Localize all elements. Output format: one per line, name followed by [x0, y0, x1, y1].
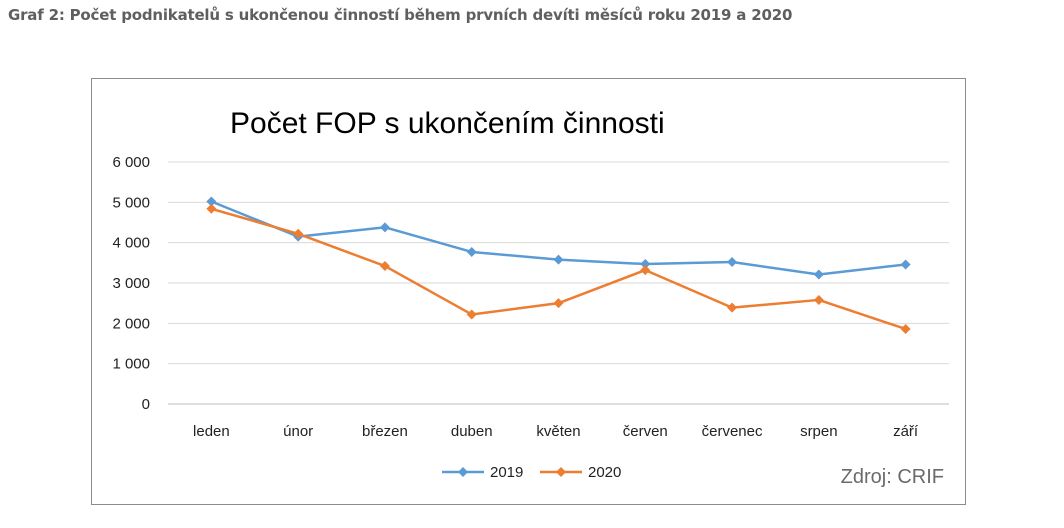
figure-caption: Graf 2: Počet podnikatelů s ukončenou či… [8, 6, 793, 24]
line-chart: Počet FOP s ukončením činnosti 0 1 000 2 0… [112, 107, 949, 488]
series-group [206, 196, 911, 334]
y-axis: 0 1 000 2 000 3 000 4 000 5 000 6 000 [112, 154, 150, 413]
data-point-2019 [379, 222, 390, 233]
series-2019 [206, 196, 911, 280]
y-tick-label: 3 000 [112, 275, 150, 292]
data-point-2019 [640, 259, 651, 270]
source-note: Zdroj: CRIF [841, 466, 944, 488]
legend: 2019 2020 [442, 464, 621, 481]
x-axis: leden únor březen duben květen červen červenec… [193, 423, 919, 440]
data-point-2020 [206, 203, 217, 214]
gridlines [168, 161, 949, 405]
x-tick-label: leden [193, 423, 230, 440]
data-point-2020 [813, 294, 824, 305]
y-tick-label: 2 000 [112, 315, 150, 332]
x-tick-label: duben [451, 423, 493, 440]
x-tick-label: květen [536, 423, 580, 440]
legend-item-2019: 2019 [442, 464, 523, 481]
legend-label: 2019 [490, 464, 523, 481]
x-tick-label: srpen [800, 423, 838, 440]
data-point-2020 [379, 261, 390, 272]
data-point-2020 [640, 265, 651, 276]
data-point-2019 [900, 259, 911, 270]
legend-label: 2020 [588, 464, 621, 481]
x-tick-label: březen [362, 423, 408, 440]
legend-marker [458, 467, 468, 477]
data-point-2020 [293, 228, 304, 239]
data-point-2020 [727, 302, 738, 313]
data-point-2020 [553, 298, 564, 309]
data-point-2019 [727, 257, 738, 268]
data-point-2019 [813, 269, 824, 280]
data-point-2019 [466, 246, 477, 257]
x-tick-label: červen [623, 423, 668, 440]
y-tick-label: 4 000 [112, 235, 150, 252]
data-point-2019 [553, 254, 564, 265]
series-line-2020 [211, 207, 907, 331]
x-tick-label: únor [283, 423, 313, 440]
data-point-2020 [900, 323, 911, 334]
y-tick-label: 5 000 [112, 194, 150, 211]
series-2020 [206, 203, 911, 334]
y-tick-label: 0 [142, 396, 150, 413]
x-tick-label: září [893, 423, 919, 440]
y-tick-label: 1 000 [112, 356, 150, 373]
legend-marker [556, 467, 566, 477]
x-tick-label: červenec [702, 423, 763, 440]
chart-container: Počet FOP s ukončením činnosti 0 1 000 2 0… [91, 78, 966, 505]
y-tick-label: 6 000 [112, 154, 150, 171]
data-point-2019 [206, 196, 217, 207]
chart-title: Počet FOP s ukončením činnosti [230, 107, 665, 140]
data-point-2020 [466, 309, 477, 320]
legend-item-2020: 2020 [540, 464, 621, 481]
